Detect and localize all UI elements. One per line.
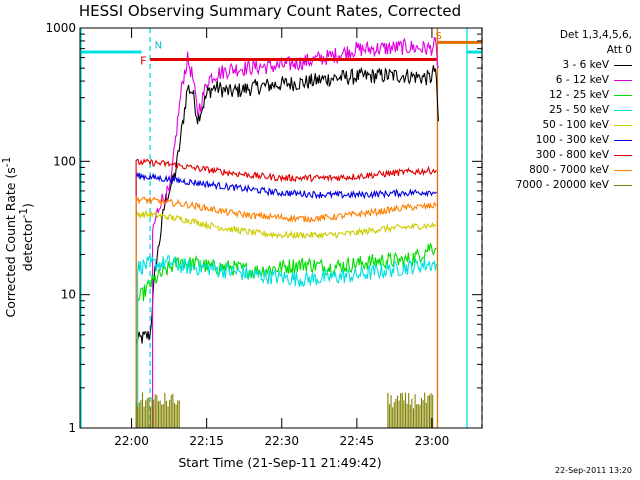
legend-item: 3 - 6 keV bbox=[484, 58, 632, 73]
plot-frame bbox=[79, 27, 483, 429]
annotation-label-n: N bbox=[155, 41, 162, 52]
legend-swatch bbox=[614, 110, 632, 111]
legend-item: 6 - 12 keV bbox=[484, 73, 632, 88]
annotation-label-s: S bbox=[435, 31, 441, 42]
y-label-unit: detector bbox=[20, 218, 36, 272]
legend-swatch bbox=[614, 140, 632, 141]
legend-swatch bbox=[614, 95, 632, 96]
chart-title: HESSI Observing Summary Count Rates, Cor… bbox=[78, 2, 462, 20]
legend-item-label: 7000 - 20000 keV bbox=[515, 179, 609, 191]
y-label-exponent-2: -1 bbox=[18, 208, 30, 219]
legend-swatch bbox=[614, 170, 632, 171]
series-800-7000kev-line bbox=[135, 195, 437, 428]
legend-header-line-2: Att 0 bbox=[606, 44, 632, 56]
legend-swatch bbox=[614, 65, 632, 66]
series-100-300kev-line bbox=[135, 172, 437, 428]
legend-swatch bbox=[614, 155, 632, 156]
y-tick-label: 1 bbox=[68, 421, 76, 435]
legend-item-label: 50 - 100 keV bbox=[542, 119, 609, 131]
y-axis-label: Corrected Count Rate (s-1 detector-1) bbox=[1, 137, 35, 337]
legend-item: 50 - 100 keV bbox=[484, 118, 632, 133]
x-tick-label: 22:45 bbox=[340, 434, 375, 448]
legend-item: 800 - 7000 keV bbox=[484, 163, 632, 178]
legend-swatch bbox=[614, 125, 632, 126]
y-label-exponent-1: -1 bbox=[0, 156, 13, 168]
series-7000-20000-kev-block-1 bbox=[387, 392, 434, 428]
legend: Det 1,3,4,5,6, Att 0 3 - 6 keV 6 - 12 keV… bbox=[484, 28, 632, 193]
x-tick-label: 22:00 bbox=[114, 434, 149, 448]
legend-swatch bbox=[614, 185, 632, 186]
series-300-800kev-line bbox=[135, 157, 437, 428]
legend-item-label: 6 - 12 keV bbox=[555, 74, 609, 86]
x-axis-label: Start Time (21-Sep-11 21:49:42) bbox=[178, 455, 382, 470]
x-tick-label: 23:00 bbox=[415, 434, 450, 448]
series-7000-20000-kev-block-0 bbox=[135, 392, 180, 428]
legend-header-line-1: Det 1,3,4,5,6, bbox=[559, 29, 632, 41]
x-tick-label: 22:15 bbox=[189, 434, 224, 448]
legend-item: 25 - 50 keV bbox=[484, 103, 632, 118]
legend-item-label: 300 - 800 keV bbox=[535, 149, 609, 161]
x-tick-label: 22:30 bbox=[264, 434, 299, 448]
legend-rows: 3 - 6 keV 6 - 12 keV 12 - 25 keV 25 - 50 ke… bbox=[484, 58, 632, 193]
legend-item: 7000 - 20000 keV bbox=[484, 178, 632, 193]
legend-item-label: 12 - 25 keV bbox=[549, 89, 609, 101]
y-tick-label: 10 bbox=[61, 288, 76, 302]
series-6-12kev-line bbox=[152, 36, 439, 428]
y-label-close: ) bbox=[20, 203, 36, 209]
legend-item-label: 100 - 300 keV bbox=[535, 134, 609, 146]
annotation-flag-label: F bbox=[140, 55, 146, 68]
legend-item: 100 - 300 keV bbox=[484, 133, 632, 148]
series-3-6kev-line bbox=[135, 65, 439, 428]
y-tick-label: 1000 bbox=[45, 21, 76, 35]
legend-item: 300 - 800 keV bbox=[484, 148, 632, 163]
timestamp: 22-Sep-2011 13:20 bbox=[555, 466, 632, 475]
y-tick-label: 100 bbox=[53, 154, 76, 168]
legend-swatch bbox=[614, 80, 632, 81]
legend-item-label: 800 - 7000 keV bbox=[529, 164, 609, 176]
legend-item-label: 25 - 50 keV bbox=[549, 104, 609, 116]
y-label-text: Corrected Count Rate (s bbox=[3, 167, 18, 318]
series-50-100kev-line bbox=[135, 209, 437, 428]
legend-item: 12 - 25 keV bbox=[484, 88, 632, 103]
series-25-50kev-line bbox=[137, 254, 437, 428]
legend-item-label: 3 - 6 keV bbox=[562, 59, 609, 71]
